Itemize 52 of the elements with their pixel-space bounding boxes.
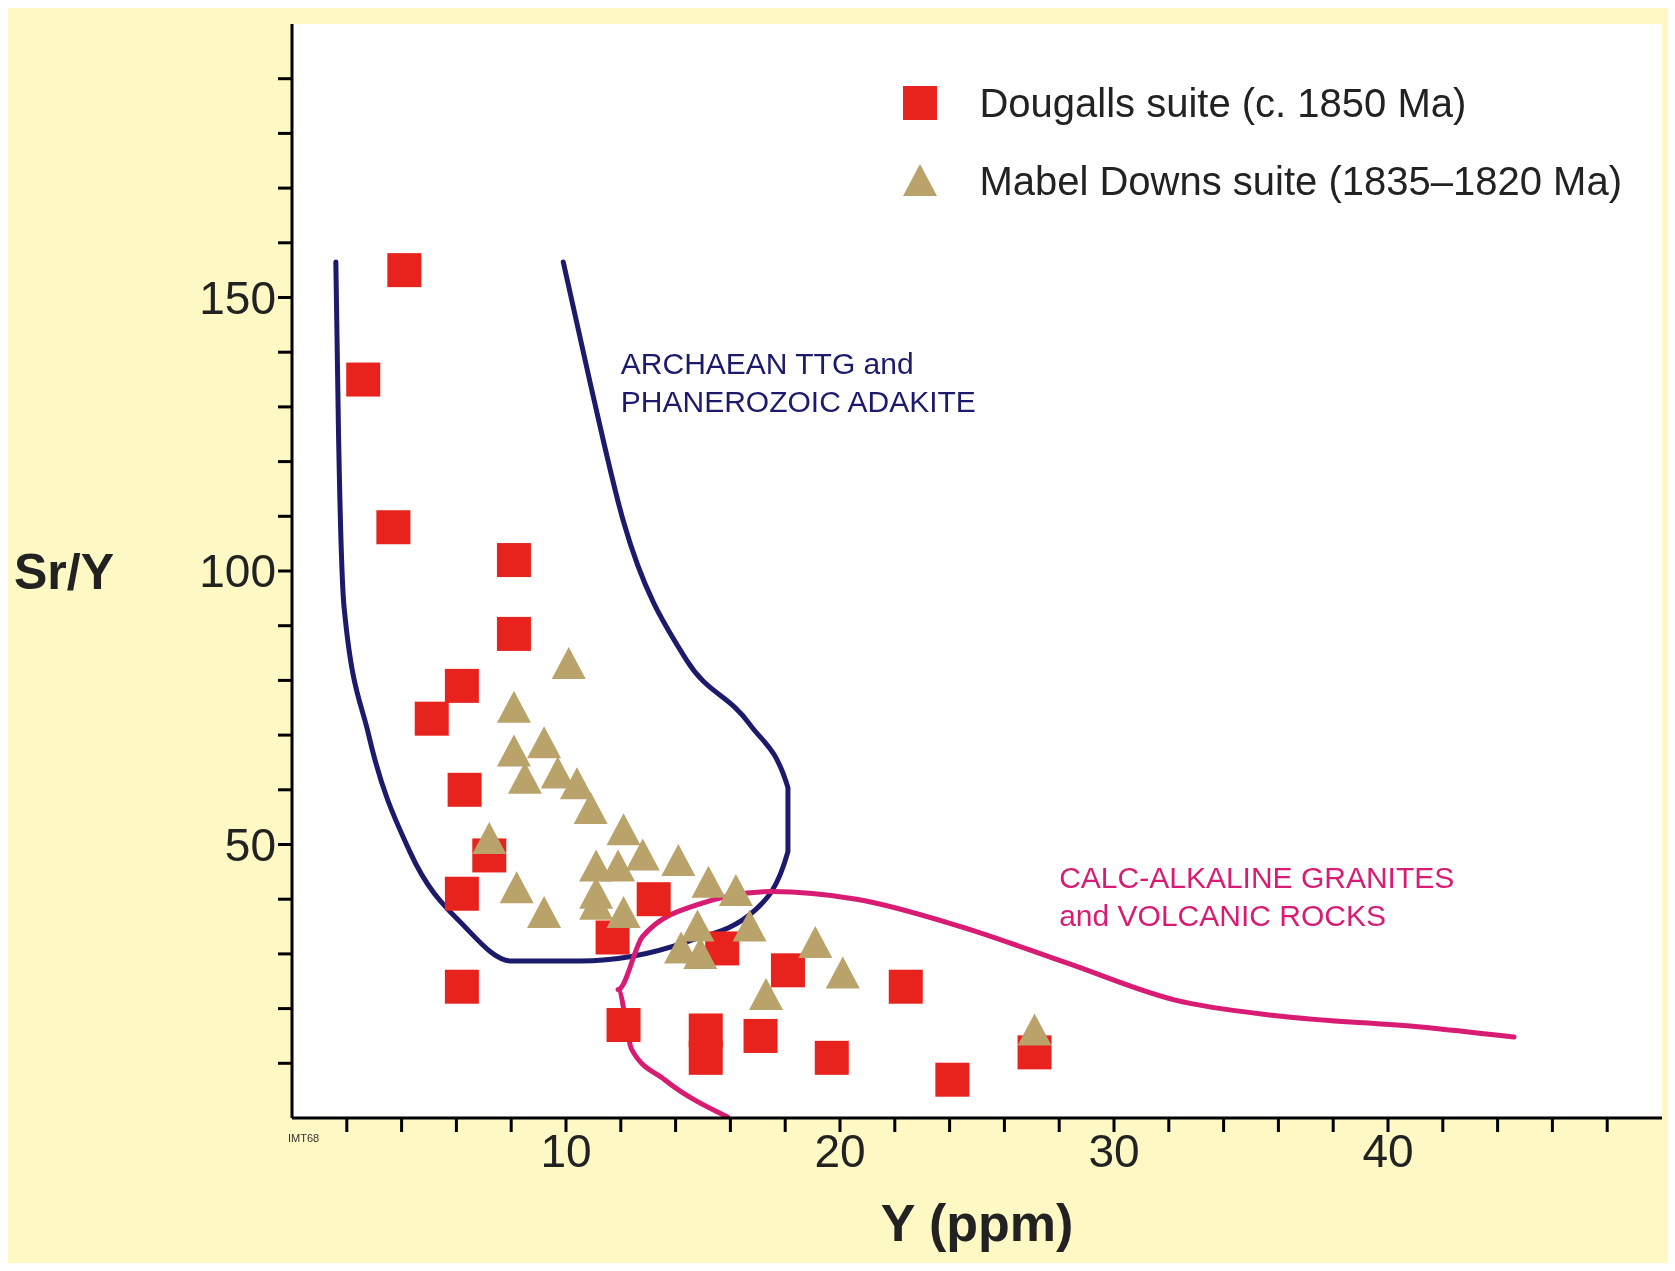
point <box>606 895 641 928</box>
x-tick-label: 40 <box>1362 1124 1414 1177</box>
point <box>499 871 534 904</box>
point <box>625 838 660 871</box>
point <box>346 362 381 397</box>
point <box>496 690 531 723</box>
point <box>444 969 479 1004</box>
point <box>814 1040 849 1075</box>
point <box>770 953 805 988</box>
text: IMT68 <box>288 1132 320 1144</box>
point <box>472 822 507 855</box>
point <box>825 956 860 989</box>
point <box>496 616 531 651</box>
point <box>447 772 482 807</box>
point <box>414 701 449 736</box>
point <box>496 543 531 578</box>
point <box>527 726 562 759</box>
point <box>661 843 696 876</box>
point <box>732 909 767 942</box>
point <box>688 1040 723 1075</box>
point <box>601 849 636 882</box>
y-tick-label: 150 <box>199 271 276 324</box>
point <box>1017 1013 1052 1046</box>
point <box>376 510 411 545</box>
point <box>636 882 671 917</box>
legend-label: Dougalls suite (c. 1850 Ma) <box>979 80 1467 126</box>
annotation: ARCHAEAN TTG and PHANEROZOIC ADAKITE <box>620 347 976 419</box>
y-tick-label: 100 <box>199 545 276 598</box>
point <box>606 1008 641 1043</box>
point <box>606 813 641 846</box>
point <box>573 791 608 824</box>
point <box>496 734 531 767</box>
point <box>749 977 784 1010</box>
point <box>743 1018 778 1053</box>
point <box>718 873 753 906</box>
point <box>798 925 833 958</box>
x-tick-label: 20 <box>814 1124 866 1177</box>
point <box>935 1062 970 1097</box>
point <box>691 865 726 898</box>
x-axis-title: Y (ppm) <box>880 1194 1074 1252</box>
x-tick-label: 30 <box>1088 1124 1140 1177</box>
point <box>551 646 586 679</box>
point <box>888 969 923 1004</box>
x-tick-label: 10 <box>540 1124 592 1177</box>
point <box>527 895 562 928</box>
y-axis-title: Sr/Y <box>14 543 115 600</box>
point <box>444 876 479 911</box>
annotation: CALC-ALKALINE GRANITES and VOLCANIC ROCKS <box>1059 861 1455 933</box>
point <box>387 253 422 288</box>
point <box>444 668 479 703</box>
y-tick-label: 50 <box>224 818 276 871</box>
legend-label: Mabel Downs suite (1835–1820 Ma) <box>979 158 1622 204</box>
